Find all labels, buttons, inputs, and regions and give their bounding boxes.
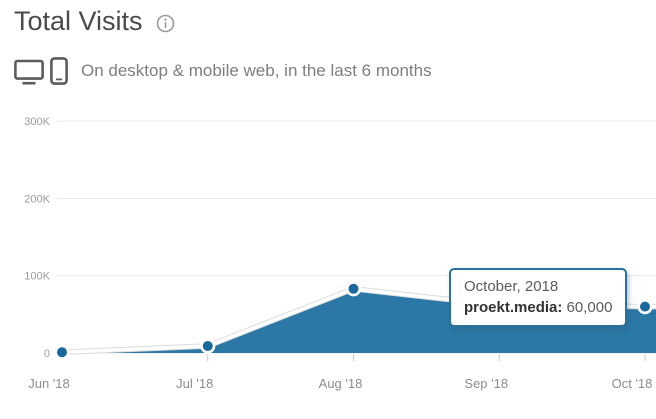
page-title: Total Visits [14,6,143,36]
device-icons [14,57,68,85]
data-point-aug-18[interactable] [345,281,362,297]
x-axis-label: Aug '18 [319,376,363,391]
widget-header: Total Visits [14,6,175,37]
tooltip-series-label: proekt.media: [464,299,563,316]
y-axis-label: 200K [24,193,50,205]
chart-subtitle: On desktop & mobile web, in the last 6 m… [81,61,432,80]
data-point-oct-18[interactable] [637,299,653,315]
desktop-icon [14,59,44,85]
tooltip-series-row: proekt.media: 60,000 [464,297,612,318]
chart-subtitle-row: On desktop & mobile web, in the last 6 m… [14,57,432,85]
y-axis-label: 300K [24,116,50,128]
y-axis-label: 0 [44,348,50,360]
info-circle-icon [156,14,174,32]
tooltip-date: October, 2018 [464,278,559,295]
tooltip-value: 60,000 [566,299,613,316]
data-point-jun-18[interactable] [54,344,70,360]
x-axis-label: Jun '18 [28,376,70,391]
mobile-icon [50,57,68,85]
chart-tooltip: October, 2018 proekt.media: 60,000 [449,268,628,327]
x-axis-label: Oct '18 [612,376,653,391]
info-icon[interactable] [156,14,175,33]
y-axis-label: 100K [24,271,50,283]
x-axis-label: Jul '18 [176,376,213,391]
data-point-jul-18[interactable] [200,338,216,354]
chart-area[interactable] [62,288,656,353]
x-axis-label: Sep '18 [464,376,508,391]
